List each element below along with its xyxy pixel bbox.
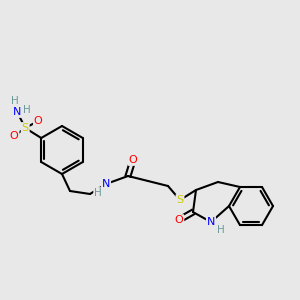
Text: O: O [10, 131, 19, 141]
Text: H: H [94, 188, 102, 198]
Text: O: O [129, 155, 137, 165]
Text: S: S [176, 195, 184, 205]
Text: O: O [175, 215, 183, 225]
Text: O: O [34, 116, 43, 126]
Text: H: H [217, 225, 225, 235]
Text: H: H [23, 105, 31, 115]
Text: N: N [102, 179, 110, 189]
Text: N: N [13, 107, 21, 117]
Text: S: S [22, 123, 29, 133]
Text: H: H [11, 96, 19, 106]
Text: N: N [207, 217, 215, 227]
